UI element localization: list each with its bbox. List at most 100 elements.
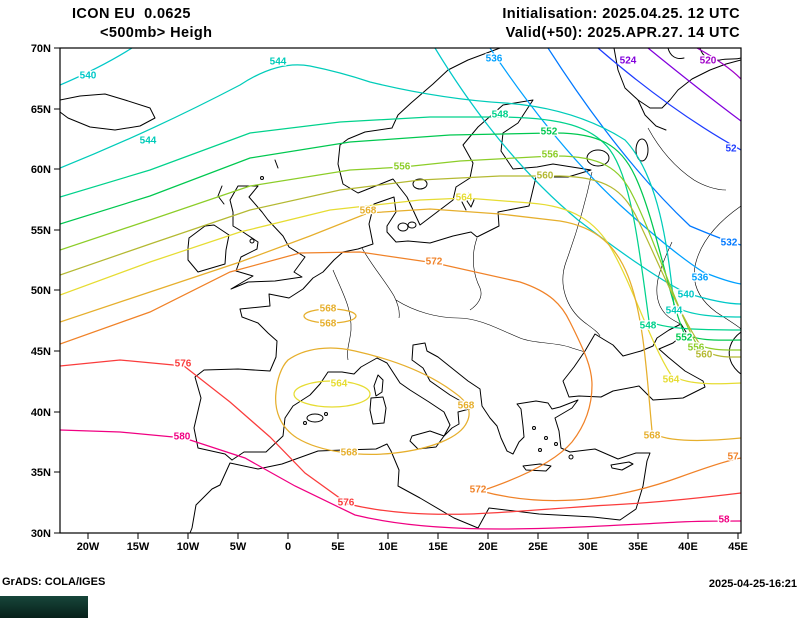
contour-label: 580 [174,432,191,443]
contour-label: 548 [492,110,509,121]
contour-label: 564 [456,193,473,204]
contour-520 [696,48,741,80]
contour-label: 564 [331,379,348,390]
contour-label: 536 [692,273,709,284]
map-frame [59,47,742,534]
y-tick-label: 55N [31,225,51,237]
contour-label: 556 [542,150,559,161]
contour-label: 520 [700,56,717,67]
contour-labels: 520 524 52 532 536 536 540 540 544 544 544 548 548 55… [78,52,740,527]
y-tick-label: 60N [31,164,51,176]
init-time: Initialisation: 2025.04.25. 12 UTC [502,6,740,22]
contour-label: 544 [270,57,287,68]
x-tick-label: 35E [628,541,648,553]
contour-label: 57 [727,452,739,463]
coastline-ibiza [303,421,307,425]
contour-540 [60,48,133,86]
coastline-caspian [728,331,741,375]
contour-572 [60,251,741,502]
contour-528 [597,48,741,151]
coastline-zealand [397,222,409,232]
coastline-oland [461,201,467,211]
contour-label: 568 [360,206,377,217]
axis-labels: 20W 15W 10W 5W 0 5E 10E 15E 20E 25E 30E 35E 40E 45E 70… [31,43,748,553]
contour-label: 572 [426,257,443,268]
contour-568 [303,308,357,324]
contour-label: 564 [663,375,680,386]
coastline-rhodes [568,454,574,460]
coastline-sicily [409,430,445,450]
contour-568 [275,347,470,455]
contour-label: 568 [341,448,358,459]
contour-544 [60,64,741,318]
coastlines [60,48,741,533]
river-rhine [332,269,352,361]
contour-label: 540 [678,290,695,301]
river-dvina [647,127,727,191]
contour-label: 540 [80,71,97,82]
y-tick-label: 65N [31,104,51,116]
contour-576 [60,359,741,515]
river-danube [395,299,586,353]
contour-label: 568 [458,401,475,412]
coastline-isle-of-man [249,238,255,244]
contour-568 [60,208,741,442]
contour-label: 568 [320,304,337,315]
valid-time: Valid(+50): 2025.APR.27. 14 UTC [505,25,740,41]
y-tick-label: 70N [31,43,51,55]
x-tick-label: 15W [127,541,150,553]
model-title: ICON EU 0.0625 [72,6,191,22]
contour-label: 536 [486,54,503,65]
x-tick-label: 25E [528,541,548,553]
x-tick-label: 5W [230,541,247,553]
y-tick-label: 35N [31,467,51,479]
contour-label: 576 [338,498,355,509]
x-tick-label: 45E [728,541,748,553]
contour-label: 544 [666,306,683,317]
coastline-mallorca [306,413,324,423]
x-tick-label: 10W [177,541,200,553]
coastline-menorca [324,412,328,416]
contour-label: 532 [721,238,738,249]
contour-556 [60,155,741,351]
coastline-ireland [187,224,230,273]
contour-label: 544 [140,136,157,147]
coastline-aegean-island [554,442,558,446]
coastline-sardinia [369,396,387,425]
grads-credit: GrADS: COLA/IGES [2,576,106,588]
x-tick-label: 10E [378,541,398,553]
contour-label: 560 [537,171,554,182]
contour-label: 568 [644,431,661,442]
field-title: <500mb> Heigh [100,25,213,41]
contour-label: 552 [676,333,693,344]
coastline-kanin [699,48,741,61]
coastline-aegean-island [532,426,536,430]
x-tick-label: 20E [478,541,498,553]
contour-label: 560 [696,350,713,361]
river-elbe [361,247,400,319]
coastline-great-britain [229,185,306,290]
lake-ladoga [586,149,610,167]
x-tick-label: 0 [285,541,291,553]
x-tick-label: 5E [331,541,344,553]
x-tick-label: 15E [428,541,448,553]
coastline-hebrides [217,185,225,205]
coastline-cyprus [610,461,634,471]
contour-564 [60,197,741,385]
coastline-crete [522,463,552,472]
contour-548 [60,116,741,331]
contour-label: 556 [394,162,411,173]
contour-label: 548 [640,321,657,332]
x-tick-label: 30E [578,541,598,553]
contour-label: 556 [688,343,705,354]
generation-timestamp: 2025-04-25-16:21 [708,578,797,590]
contour-label: 524 [620,56,637,67]
y-tick-label: 30N [31,528,51,540]
river-vistula [469,237,482,311]
coastline-fyn [407,221,417,229]
contour-560 [60,175,741,358]
coastline-corsica [373,374,384,397]
coastline-aegean-island [538,448,542,452]
